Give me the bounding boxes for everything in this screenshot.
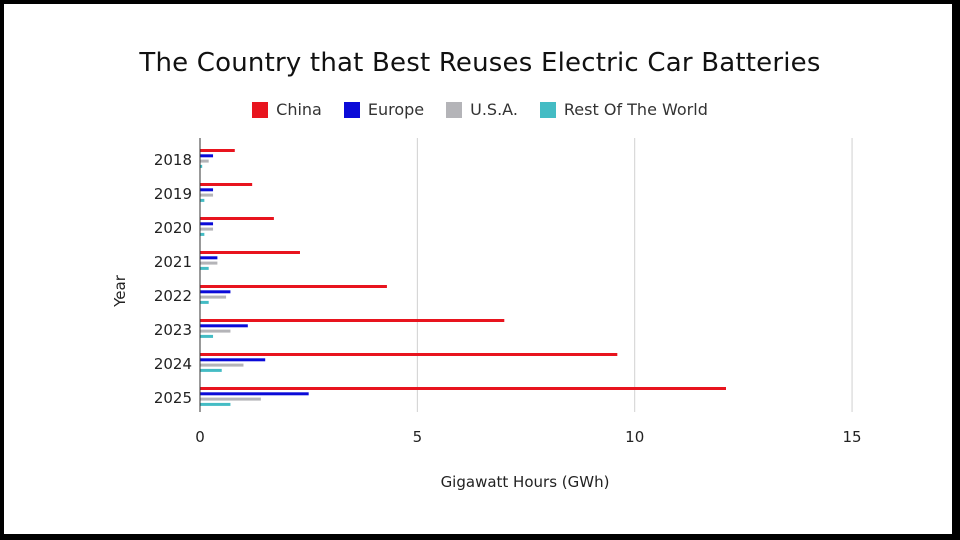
legend-swatch-china xyxy=(252,101,269,118)
bar-u-s-a-2025 xyxy=(200,397,261,401)
bar-rest-of-the-world-2018 xyxy=(200,164,203,168)
bar-europe-2019 xyxy=(200,188,214,192)
bar-china-2024 xyxy=(200,353,618,356)
legend-swatch-usa xyxy=(446,101,463,118)
y-tick-label-2024: 2024 xyxy=(154,355,192,373)
bar-china-2021 xyxy=(200,251,300,254)
bar-europe-2018 xyxy=(200,154,214,158)
bar-europe-2025 xyxy=(200,392,309,396)
x-tick-label-0: 0 xyxy=(195,428,205,446)
y-tick-label-2025: 2025 xyxy=(154,389,192,407)
y-tick-label-2023: 2023 xyxy=(154,321,192,339)
y-tick-label-2021: 2021 xyxy=(154,253,192,271)
bar-rest-of-the-world-2021 xyxy=(200,266,209,270)
legend-item-europe: Europe xyxy=(343,100,425,119)
bar-u-s-a-2023 xyxy=(200,329,231,333)
bar-rest-of-the-world-2025 xyxy=(200,402,231,406)
x-tick-label-5: 5 xyxy=(413,428,423,446)
x-axis-title: Gigawatt Hours (GWh) xyxy=(441,473,610,491)
bar-rest-of-the-world-2022 xyxy=(200,300,209,304)
bar-china-2019 xyxy=(200,183,253,186)
bar-u-s-a-2024 xyxy=(200,363,244,367)
legend-item-rest-of-world: Rest Of The World xyxy=(539,100,708,119)
bar-rest-of-the-world-2023 xyxy=(200,334,214,338)
y-axis-title: Year xyxy=(111,274,129,308)
x-tick-label-10: 10 xyxy=(625,428,644,446)
legend-label-rest-of-world: Rest Of The World xyxy=(563,100,708,119)
bar-u-s-a-2020 xyxy=(200,227,214,231)
bar-u-s-a-2018 xyxy=(200,159,209,163)
gridlines xyxy=(416,138,853,412)
legend: China Europe U.S.A. Rest Of The World xyxy=(0,100,960,119)
bar-europe-2023 xyxy=(200,324,248,328)
legend-label-europe: Europe xyxy=(367,100,425,119)
bar-rest-of-the-world-2020 xyxy=(200,232,205,236)
bar-china-2022 xyxy=(200,285,387,288)
bar-china-2018 xyxy=(200,149,235,152)
legend-item-china: China xyxy=(252,100,322,119)
legend-label-usa: U.S.A. xyxy=(470,100,518,119)
y-tick-label-2018: 2018 xyxy=(154,151,192,169)
legend-label-china: China xyxy=(276,100,322,119)
legend-item-usa: U.S.A. xyxy=(446,100,518,119)
bar-rest-of-the-world-2019 xyxy=(200,198,205,202)
bar-u-s-a-2022 xyxy=(200,295,227,299)
bar-europe-2021 xyxy=(200,256,218,260)
x-tick-label-15: 15 xyxy=(843,428,862,446)
bar-europe-2024 xyxy=(200,358,266,362)
bar-europe-2022 xyxy=(200,290,231,294)
y-tick-label-2022: 2022 xyxy=(154,287,192,305)
y-tick-label-2019: 2019 xyxy=(154,185,192,203)
y-tick-label-2020: 2020 xyxy=(154,219,192,237)
chart-title: The Country that Best Reuses Electric Ca… xyxy=(139,48,821,78)
bar-u-s-a-2021 xyxy=(200,261,218,265)
axes: 0 5 10 15 2018 2019 2020 2021 2022 2023 2024 2025 xyxy=(154,138,862,446)
bars xyxy=(200,149,726,406)
bar-u-s-a-2019 xyxy=(200,193,214,197)
bar-china-2025 xyxy=(200,387,726,390)
bar-china-2023 xyxy=(200,319,505,322)
bar-europe-2020 xyxy=(200,222,214,226)
chart-frame xyxy=(4,4,952,534)
legend-swatch-rest-of-world xyxy=(539,101,556,118)
bar-rest-of-the-world-2024 xyxy=(200,368,222,372)
legend-swatch-europe xyxy=(343,101,360,118)
bar-china-2020 xyxy=(200,217,274,220)
